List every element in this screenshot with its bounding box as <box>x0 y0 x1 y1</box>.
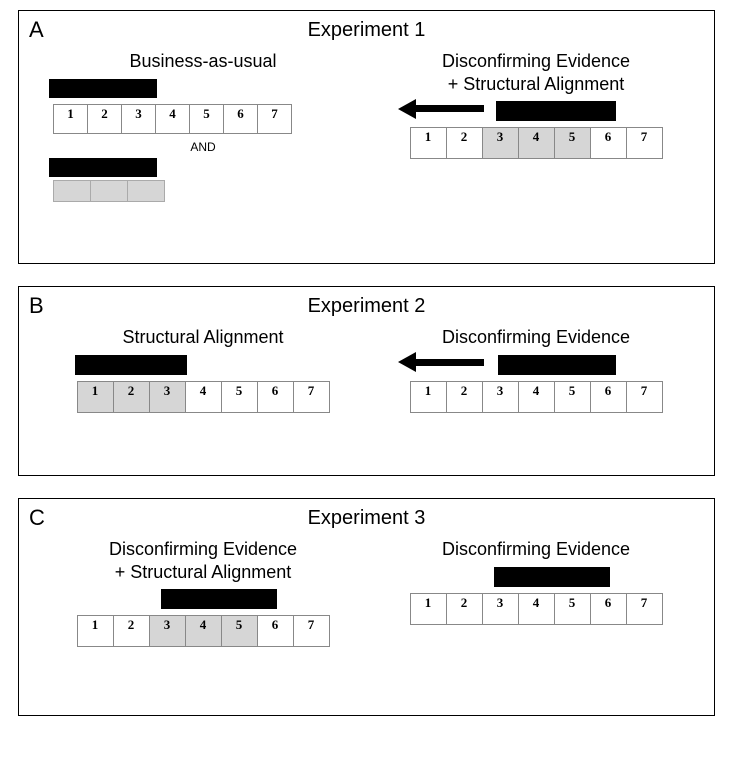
scale-cell: 3 <box>482 382 518 412</box>
scale-b-left: 1234567 <box>77 381 330 413</box>
scale-cell: 1 <box>77 382 113 412</box>
scale-cell: 4 <box>518 382 554 412</box>
scale-cell: 2 <box>446 128 482 158</box>
scale-cell: 5 <box>221 616 257 646</box>
panel-a-right: Disconfirming Evidence + Structural Alig… <box>376 50 696 159</box>
arrow-b <box>414 359 484 366</box>
scale-cell: 5 <box>554 594 590 624</box>
scale-a-left: 1234567 <box>53 104 292 134</box>
panel-a-row: Business-as-usual 1234567 AND Disconfirm… <box>31 50 702 202</box>
mini-cell <box>53 181 90 201</box>
arrow-head-icon <box>398 99 416 119</box>
scale-cell: 5 <box>554 382 590 412</box>
panel-c-row: Disconfirming Evidence + Structural Alig… <box>31 538 702 647</box>
mini-scale <box>53 180 165 202</box>
scale-c-right-wrap: 1234567 <box>410 567 663 625</box>
scale-cell: 2 <box>113 616 149 646</box>
panel-b: B Experiment 2 Structural Alignment 1234… <box>18 286 715 476</box>
scale-cell: 3 <box>149 616 185 646</box>
scale-cell: 1 <box>410 128 446 158</box>
scale-cell: 5 <box>221 382 257 412</box>
bar-c-right <box>494 567 610 587</box>
scale-cell: 6 <box>257 616 293 646</box>
mini-cell <box>127 181 164 201</box>
scale-c-left-wrap: 1234567 <box>77 589 330 647</box>
panel-title: Experiment 3 <box>31 507 702 530</box>
mini-wrap <box>53 158 165 202</box>
scale-cell: 1 <box>53 105 87 133</box>
bar-b-right <box>498 355 616 375</box>
arrow-head-icon <box>398 352 416 372</box>
scale-cell: 7 <box>626 128 662 158</box>
scale-cell: 7 <box>293 382 329 412</box>
scale-b-left-wrap: 1234567 <box>77 355 330 413</box>
scale-cell: 7 <box>626 382 662 412</box>
scale-c-left: 1234567 <box>77 615 330 647</box>
arrow-line <box>414 105 484 112</box>
scale-a-right: 1234567 <box>410 127 663 159</box>
scale-cell: 2 <box>113 382 149 412</box>
scale-cell: 5 <box>554 128 590 158</box>
scale-cell: 6 <box>257 382 293 412</box>
scale-cell: 7 <box>257 105 291 133</box>
and-label: AND <box>84 140 322 154</box>
subtitle-right: Disconfirming Evidence <box>442 326 630 349</box>
scale-b-right: 1234567 <box>410 381 663 413</box>
panel-title: Experiment 1 <box>31 19 702 42</box>
panel-letter: C <box>29 505 45 531</box>
scale-cell: 4 <box>185 616 221 646</box>
panel-c-right: Disconfirming Evidence 1234567 <box>376 538 696 625</box>
arrow-a <box>414 105 484 112</box>
panel-b-row: Structural Alignment 1234567 Disconfirmi… <box>31 326 702 413</box>
mini-cell <box>90 181 127 201</box>
scale-cell: 6 <box>223 105 257 133</box>
scale-cell: 7 <box>293 616 329 646</box>
panel-letter: A <box>29 17 44 43</box>
panel-a: A Experiment 1 Business-as-usual 1234567… <box>18 10 715 264</box>
panel-b-right: Disconfirming Evidence 1234567 <box>376 326 696 413</box>
bar-b-left <box>75 355 187 375</box>
scale-cell: 5 <box>189 105 223 133</box>
scale-cell: 6 <box>590 128 626 158</box>
scale-c-right: 1234567 <box>410 593 663 625</box>
scale-cell: 4 <box>155 105 189 133</box>
scale-a-right-wrap: 1234567 <box>410 101 663 159</box>
panel-letter: B <box>29 293 44 319</box>
subtitle-left: Business-as-usual <box>129 50 276 73</box>
subtitle-right: Disconfirming Evidence <box>442 538 630 561</box>
panel-c: C Experiment 3 Disconfirming Evidence + … <box>18 498 715 716</box>
subtitle-left: Disconfirming Evidence + Structural Alig… <box>109 538 297 583</box>
scale-cell: 6 <box>590 382 626 412</box>
scale-cell: 2 <box>446 594 482 624</box>
scale-cell: 4 <box>518 128 554 158</box>
subtitle-left: Structural Alignment <box>122 326 283 349</box>
scale-cell: 2 <box>446 382 482 412</box>
scale-cell: 3 <box>121 105 155 133</box>
arrow-line <box>414 359 484 366</box>
scale-cell: 3 <box>149 382 185 412</box>
scale-cell: 3 <box>482 594 518 624</box>
scale-a-left-wrap: 1234567 <box>53 79 292 134</box>
bar-a-left <box>49 79 157 98</box>
panel-b-left: Structural Alignment 1234567 <box>53 326 353 413</box>
scale-cell: 1 <box>410 382 446 412</box>
panel-a-left: Business-as-usual 1234567 AND <box>53 50 353 202</box>
scale-b-right-wrap: 1234567 <box>410 355 663 413</box>
bar-c-left <box>161 589 277 609</box>
subtitle-right: Disconfirming Evidence + Structural Alig… <box>442 50 630 95</box>
scale-cell: 1 <box>410 594 446 624</box>
scale-cell: 4 <box>518 594 554 624</box>
scale-cell: 2 <box>87 105 121 133</box>
scale-cell: 6 <box>590 594 626 624</box>
panel-c-left: Disconfirming Evidence + Structural Alig… <box>53 538 353 647</box>
scale-cell: 3 <box>482 128 518 158</box>
bar-a-left2 <box>49 158 157 177</box>
scale-cell: 7 <box>626 594 662 624</box>
bar-a-right <box>496 101 616 121</box>
panel-title: Experiment 2 <box>31 295 702 318</box>
scale-cell: 4 <box>185 382 221 412</box>
scale-cell: 1 <box>77 616 113 646</box>
